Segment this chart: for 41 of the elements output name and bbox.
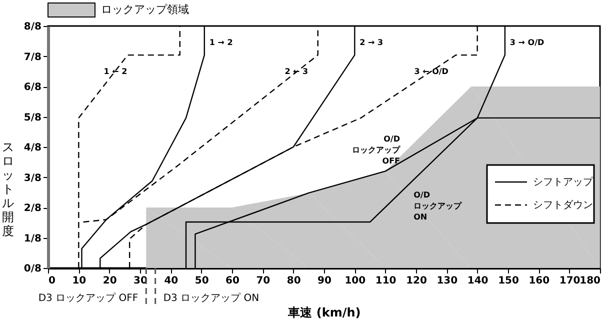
x-tick-label: 70 (256, 276, 270, 286)
x-tick-label: 140 (467, 276, 488, 286)
x-tick-label: 150 (498, 276, 519, 286)
annotation: 2 → 3 (360, 38, 384, 47)
legend-label: シフトアップ (533, 176, 594, 188)
y-tick-label: 4/8 (24, 142, 42, 154)
legend-label: ロックアップ領域 (101, 3, 189, 16)
annotation: 1 → 2 (209, 38, 233, 47)
annotation: O/D ロックアップ OFF (352, 134, 401, 166)
x-axis-title: 車速 (km/h) (287, 306, 361, 320)
x-tick-label: 90 (318, 276, 332, 286)
x-tick-label: 130 (436, 276, 458, 286)
x-tick-label: 160 (528, 276, 550, 286)
ref-line-label: D3 ロックアップ ON (163, 292, 260, 304)
annotation: 1 ← 2 (104, 66, 128, 76)
x-tick-label: 170 (559, 276, 580, 286)
x-tick-label: 80 (286, 276, 301, 286)
x-tick-label: 60 (226, 276, 240, 286)
y-tick-label: 7/8 (24, 52, 42, 63)
annotation: 3 ← O/D (414, 66, 449, 76)
y-tick-label: 8/8 (24, 22, 42, 32)
x-tick-label: 100 (344, 276, 366, 286)
x-tick-label: 120 (406, 276, 427, 286)
y-tick-label: 3/8 (24, 172, 42, 184)
y-tick-label: 5/8 (24, 112, 42, 124)
ref-line-label: D3 ロックアップ OFF (38, 292, 138, 304)
x-tick-label: 20 (102, 276, 117, 286)
y-tick-label: 0/8 (24, 264, 42, 274)
annotation: 3 → O/D (510, 38, 544, 47)
x-tick-label: 50 (194, 276, 209, 286)
legend-label: シフトダウン (533, 199, 593, 211)
x-tick-label: 10 (72, 276, 86, 286)
x-tick-label: 0 (48, 276, 56, 286)
y-tick-label: 6/8 (24, 82, 42, 93)
y-tick-label: 1/8 (24, 233, 42, 244)
y-axis-title: スロットル開度 (2, 140, 14, 238)
x-tick-label: 40 (164, 276, 178, 286)
x-tick-label: 110 (375, 276, 396, 286)
annotation: O/D ロックアップ ON (414, 190, 463, 222)
y-tick-label: 2/8 (24, 203, 42, 214)
x-tick-label: 180 (580, 276, 601, 286)
